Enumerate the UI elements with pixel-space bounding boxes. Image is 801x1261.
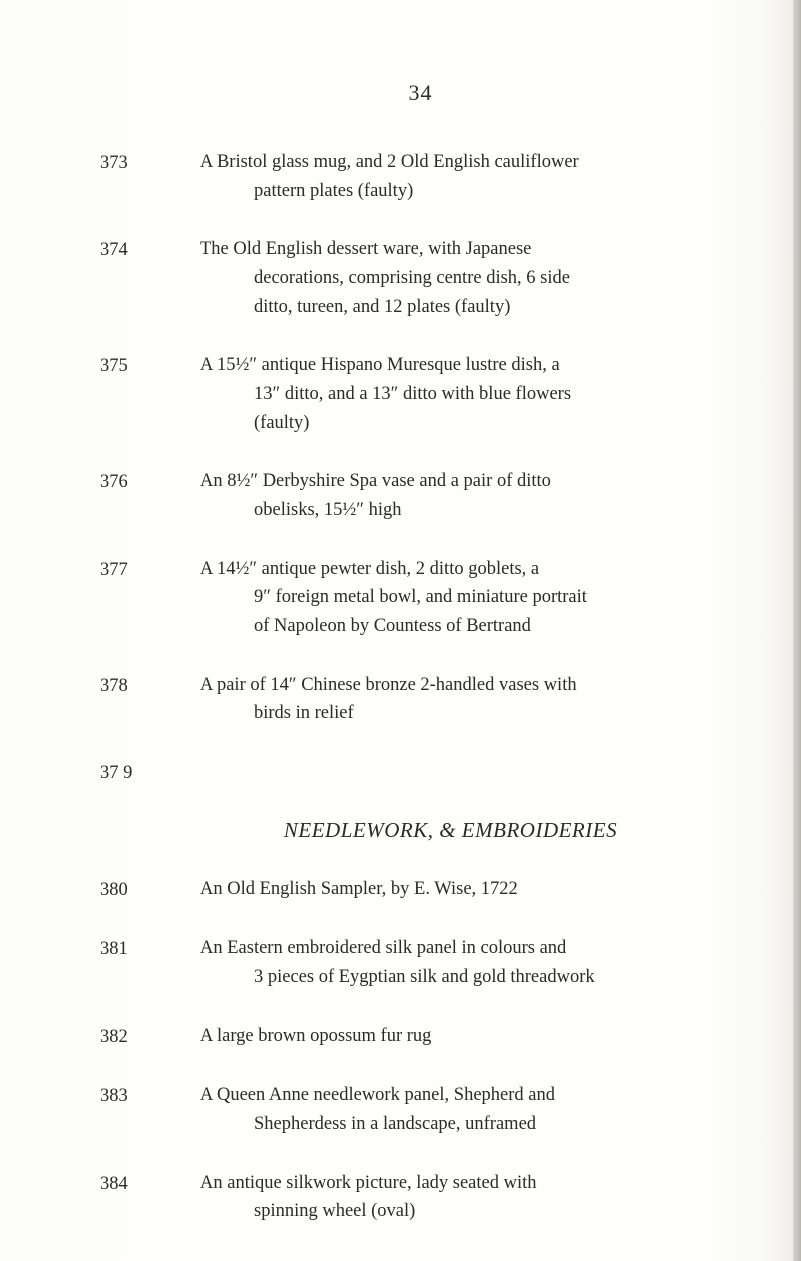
lot-description: The Old English dessert ware, with Japan…	[200, 235, 741, 321]
desc-line: An 8½″ Derbyshire Spa vase and a pair of…	[200, 467, 721, 496]
catalogue-entry: 378 A pair of 14″ Chinese bronze 2-handl…	[100, 671, 741, 728]
lot-description: A Queen Anne needlework panel, Shepherd …	[200, 1081, 741, 1138]
desc-line: A 14½″ antique pewter dish, 2 ditto gobl…	[200, 555, 721, 584]
desc-line: 3 pieces of Eygptian silk and gold threa…	[200, 963, 721, 992]
lot-description: An 8½″ Derbyshire Spa vase and a pair of…	[200, 467, 741, 524]
desc-line: The Old English dessert ware, with Japan…	[200, 235, 721, 264]
desc-line: Shepherdess in a landscape, unframed	[200, 1110, 721, 1139]
lot-number: 377	[100, 555, 200, 641]
catalogue-entry: 384 An antique silkwork picture, lady se…	[100, 1169, 741, 1226]
page-number: 34	[100, 80, 741, 106]
catalogue-entry: 380 An Old English Sampler, by E. Wise, …	[100, 875, 741, 905]
catalogue-entry: 381 An Eastern embroidered silk panel in…	[100, 934, 741, 991]
lot-number: 383	[100, 1081, 200, 1138]
lot-description: An antique silkwork picture, lady seated…	[200, 1169, 741, 1226]
lot-number: 373	[100, 148, 200, 205]
lot-number: 384	[100, 1169, 200, 1226]
catalogue-entry: 376 An 8½″ Derbyshire Spa vase and a pai…	[100, 467, 741, 524]
page-edge-shadow	[793, 0, 801, 1261]
page: 34 373 A Bristol glass mug, and 2 Old En…	[0, 0, 801, 1261]
desc-line: obelisks, 15½″ high	[200, 496, 721, 525]
lot-number: 376	[100, 467, 200, 524]
desc-line: A Queen Anne needlework panel, Shepherd …	[200, 1081, 721, 1110]
lot-description: A Bristol glass mug, and 2 Old English c…	[200, 148, 741, 205]
catalogue-entry: 375 A 15½″ antique Hispano Muresque lust…	[100, 351, 741, 437]
catalogue-entry: 374 The Old English dessert ware, with J…	[100, 235, 741, 321]
desc-line: 9″ foreign metal bowl, and miniature por…	[200, 583, 721, 612]
lot-description	[200, 758, 741, 788]
desc-line: of Napoleon by Countess of Bertrand	[200, 612, 721, 641]
lot-number: 378	[100, 671, 200, 728]
lot-description: A pair of 14″ Chinese bronze 2-handled v…	[200, 671, 741, 728]
lot-description: A large brown opossum fur rug	[200, 1022, 741, 1052]
desc-line: An Old English Sampler, by E. Wise, 1722	[200, 875, 721, 904]
lot-description: An Eastern embroidered silk panel in col…	[200, 934, 741, 991]
catalogue-entry: 377 A 14½″ antique pewter dish, 2 ditto …	[100, 555, 741, 641]
lot-description: A 15½″ antique Hispano Muresque lustre d…	[200, 351, 741, 437]
catalogue-entry: 37 9	[100, 758, 741, 788]
lot-number: 375	[100, 351, 200, 437]
lot-number: 380	[100, 875, 200, 905]
desc-line: An antique silkwork picture, lady seated…	[200, 1169, 721, 1198]
desc-line: pattern plates (faulty)	[200, 177, 721, 206]
lot-description: An Old English Sampler, by E. Wise, 1722	[200, 875, 741, 905]
desc-line: A 15½″ antique Hispano Muresque lustre d…	[200, 351, 721, 380]
catalogue-entry: 383 A Queen Anne needlework panel, Sheph…	[100, 1081, 741, 1138]
lot-number: 374	[100, 235, 200, 321]
lot-number: 37 9	[100, 758, 200, 788]
lot-number: 381	[100, 934, 200, 991]
desc-line: ditto, tureen, and 12 plates (faulty)	[200, 293, 721, 322]
desc-line: A large brown opossum fur rug	[200, 1022, 721, 1051]
catalogue-entry: 373 A Bristol glass mug, and 2 Old Engli…	[100, 148, 741, 205]
lot-number: 382	[100, 1022, 200, 1052]
desc-line: birds in relief	[200, 699, 721, 728]
desc-line: (faulty)	[200, 409, 721, 438]
desc-line: A pair of 14″ Chinese bronze 2-handled v…	[200, 671, 721, 700]
desc-line: spinning wheel (oval)	[200, 1197, 721, 1226]
desc-line: decorations, comprising centre dish, 6 s…	[200, 264, 721, 293]
lot-description: A 14½″ antique pewter dish, 2 ditto gobl…	[200, 555, 741, 641]
desc-line: 13″ ditto, and a 13″ ditto with blue flo…	[200, 380, 721, 409]
desc-line: An Eastern embroidered silk panel in col…	[200, 934, 721, 963]
desc-line: A Bristol glass mug, and 2 Old English c…	[200, 148, 721, 177]
section-heading: NEEDLEWORK, & EMBROIDERIES	[100, 818, 741, 843]
catalogue-entry: 382 A large brown opossum fur rug	[100, 1022, 741, 1052]
